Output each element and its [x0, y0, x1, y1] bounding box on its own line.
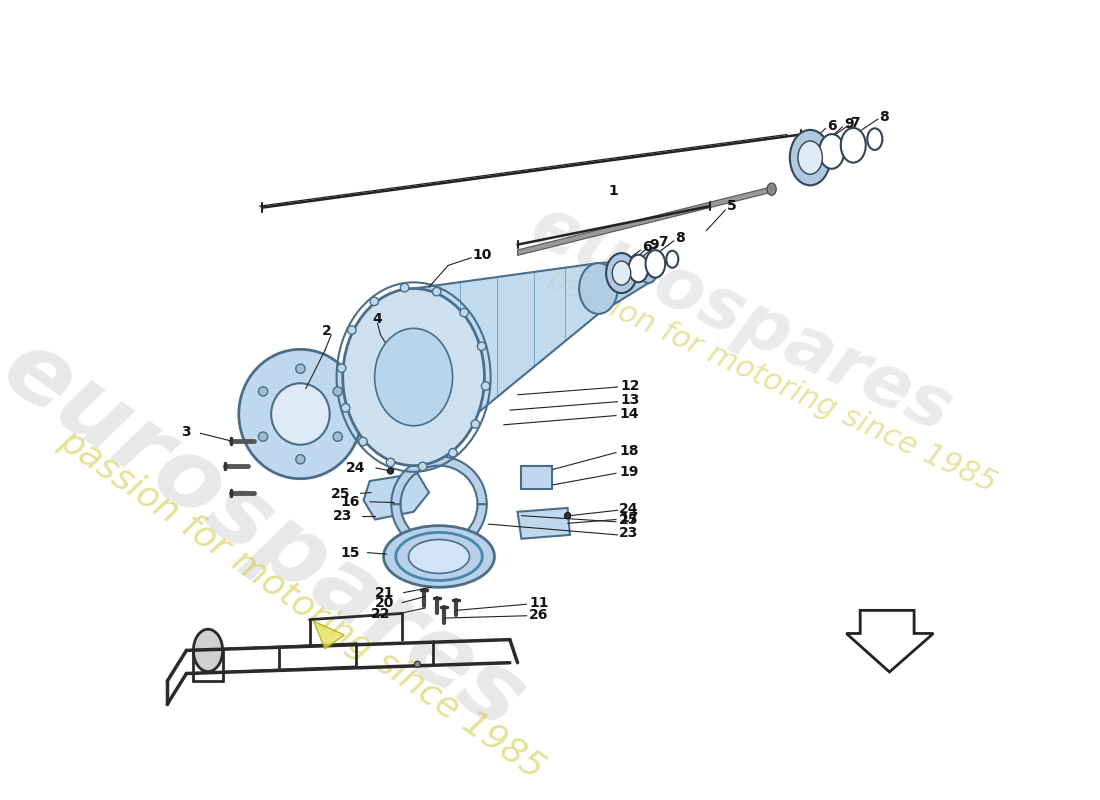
Text: 24: 24 — [346, 461, 366, 475]
Polygon shape — [314, 621, 344, 649]
Text: 2: 2 — [321, 324, 331, 338]
Text: 25: 25 — [331, 487, 351, 501]
Ellipse shape — [867, 128, 882, 150]
Text: 19: 19 — [619, 465, 639, 478]
Text: 8: 8 — [880, 110, 889, 124]
Text: 8: 8 — [675, 230, 685, 245]
Text: 20: 20 — [375, 597, 395, 610]
Text: 7: 7 — [658, 235, 668, 250]
Text: 6: 6 — [642, 240, 652, 254]
Text: 18: 18 — [619, 444, 639, 458]
Circle shape — [460, 308, 469, 317]
Text: 22: 22 — [371, 607, 390, 622]
Circle shape — [477, 342, 486, 350]
Text: 12: 12 — [620, 378, 640, 393]
Wedge shape — [392, 504, 486, 552]
Text: 10: 10 — [473, 248, 493, 262]
Circle shape — [564, 513, 571, 518]
Ellipse shape — [606, 253, 637, 293]
Polygon shape — [846, 610, 933, 672]
Polygon shape — [517, 508, 570, 538]
Circle shape — [400, 283, 409, 292]
Ellipse shape — [767, 183, 777, 195]
Ellipse shape — [790, 130, 830, 186]
Polygon shape — [521, 466, 552, 489]
Text: 1: 1 — [609, 184, 618, 198]
Text: 5: 5 — [727, 199, 737, 213]
Ellipse shape — [820, 134, 844, 169]
Text: 6: 6 — [827, 119, 837, 133]
Text: 9: 9 — [844, 118, 854, 131]
Ellipse shape — [580, 263, 618, 314]
Ellipse shape — [343, 289, 484, 466]
Text: 15: 15 — [340, 546, 360, 560]
Polygon shape — [598, 260, 649, 314]
Ellipse shape — [628, 254, 648, 282]
Text: 26: 26 — [529, 608, 549, 622]
Polygon shape — [517, 187, 772, 255]
Text: 17: 17 — [619, 511, 639, 525]
Circle shape — [296, 364, 305, 374]
Circle shape — [296, 454, 305, 464]
Text: 25: 25 — [619, 514, 639, 527]
Ellipse shape — [384, 526, 495, 587]
Circle shape — [333, 386, 342, 396]
Circle shape — [333, 432, 342, 442]
Ellipse shape — [798, 141, 823, 174]
Circle shape — [359, 438, 367, 446]
Ellipse shape — [271, 383, 330, 445]
Ellipse shape — [194, 630, 222, 671]
Circle shape — [348, 326, 356, 334]
Polygon shape — [363, 474, 429, 519]
Text: 21: 21 — [375, 586, 395, 601]
Text: 23: 23 — [332, 510, 352, 523]
Circle shape — [258, 432, 267, 442]
Text: 16: 16 — [340, 494, 360, 509]
Polygon shape — [414, 263, 598, 466]
Text: passion for motoring since 1985: passion for motoring since 1985 — [542, 264, 1001, 498]
Circle shape — [341, 404, 350, 412]
Circle shape — [449, 449, 458, 457]
Ellipse shape — [239, 350, 362, 478]
Text: passion for motoring since 1985: passion for motoring since 1985 — [53, 423, 551, 786]
Text: 24: 24 — [619, 502, 639, 516]
Text: 3: 3 — [180, 425, 190, 438]
Text: 9: 9 — [649, 238, 659, 252]
Circle shape — [387, 468, 394, 474]
Text: 7: 7 — [850, 116, 860, 130]
Circle shape — [338, 364, 345, 372]
Circle shape — [418, 462, 427, 470]
Circle shape — [258, 386, 267, 396]
Circle shape — [482, 382, 490, 390]
Ellipse shape — [613, 261, 630, 285]
Circle shape — [471, 420, 480, 428]
Ellipse shape — [408, 539, 470, 574]
Text: eurospares: eurospares — [0, 320, 542, 750]
Circle shape — [415, 661, 420, 667]
Text: eurospares: eurospares — [519, 191, 962, 447]
Circle shape — [370, 297, 378, 306]
Ellipse shape — [640, 260, 657, 283]
Text: 4: 4 — [373, 312, 383, 326]
Text: 13: 13 — [620, 393, 640, 407]
Ellipse shape — [646, 250, 666, 278]
Text: 23: 23 — [619, 526, 639, 540]
Wedge shape — [392, 456, 486, 504]
Text: 11: 11 — [529, 597, 549, 610]
Ellipse shape — [667, 250, 679, 268]
Ellipse shape — [375, 328, 452, 426]
Text: 14: 14 — [619, 407, 639, 421]
Circle shape — [432, 287, 441, 296]
Ellipse shape — [840, 128, 866, 162]
Circle shape — [386, 458, 395, 466]
